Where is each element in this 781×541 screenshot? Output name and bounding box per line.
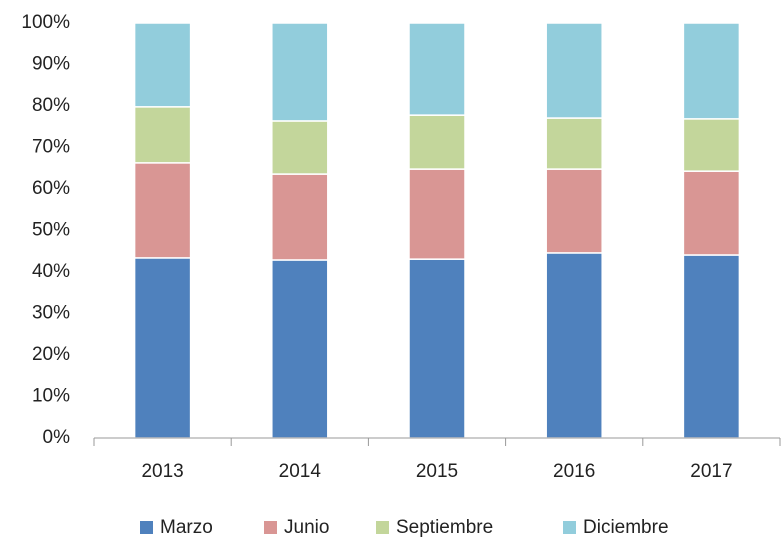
bar-segment bbox=[408, 22, 466, 116]
bar-segment bbox=[545, 168, 603, 254]
legend-label: Septiembre bbox=[396, 517, 493, 538]
y-tick-label: 100% bbox=[21, 12, 70, 33]
bar-segment bbox=[408, 114, 466, 170]
x-tick-label: 2015 bbox=[416, 461, 458, 482]
bar-segment bbox=[545, 117, 603, 170]
bar-segment bbox=[133, 106, 192, 164]
legend-swatch bbox=[140, 521, 153, 534]
bar-segment bbox=[271, 120, 329, 175]
y-tick-label: 10% bbox=[32, 386, 70, 407]
y-tick-label: 90% bbox=[32, 54, 70, 75]
bar-segment bbox=[271, 173, 329, 261]
bar-segment bbox=[408, 168, 466, 260]
bar-segment bbox=[133, 257, 192, 439]
bar-segment bbox=[545, 252, 603, 439]
x-tick-label: 2016 bbox=[553, 461, 595, 482]
y-tick-label: 80% bbox=[32, 95, 70, 116]
legend-label: Diciembre bbox=[583, 517, 669, 538]
legend-swatch bbox=[563, 521, 576, 534]
bar-segment bbox=[271, 259, 329, 439]
y-tick-label: 50% bbox=[32, 220, 70, 241]
x-tick-label: 2013 bbox=[141, 461, 183, 482]
bar-segment bbox=[271, 22, 329, 122]
y-tick-label: 20% bbox=[32, 344, 70, 365]
bar-segment bbox=[682, 254, 741, 439]
legend-label: Marzo bbox=[160, 517, 213, 538]
bar-segment bbox=[133, 162, 192, 259]
bar-segment bbox=[682, 118, 741, 172]
legend-swatch bbox=[376, 521, 389, 534]
y-tick-label: 70% bbox=[32, 137, 70, 158]
legend-swatch bbox=[264, 521, 277, 534]
bar-segment bbox=[682, 170, 741, 256]
y-tick-label: 30% bbox=[32, 303, 70, 324]
x-tick-label: 2014 bbox=[279, 461, 322, 482]
x-tick-label: 2017 bbox=[690, 461, 732, 482]
bar-segment bbox=[408, 258, 466, 439]
bar-segment bbox=[133, 22, 192, 108]
bar-segment bbox=[545, 22, 603, 119]
bar-segment bbox=[682, 22, 741, 120]
legend-label: Junio bbox=[284, 517, 329, 538]
y-tick-label: 0% bbox=[43, 427, 71, 448]
y-tick-label: 60% bbox=[32, 178, 70, 199]
y-tick-label: 40% bbox=[32, 261, 70, 282]
